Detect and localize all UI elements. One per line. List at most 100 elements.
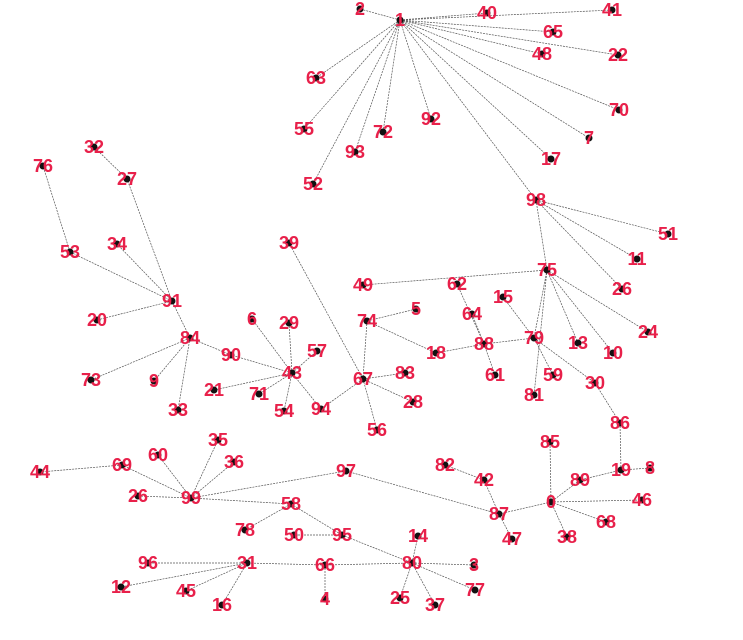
node-dot [359, 375, 367, 383]
node-53: 53 [60, 242, 80, 262]
node-dot [431, 601, 439, 609]
node-63: 63 [306, 68, 326, 88]
node-dot [66, 248, 74, 256]
node-label: 64 [462, 304, 482, 324]
node-label: 34 [107, 234, 127, 254]
node-28: 28 [403, 392, 423, 412]
edge-1-7 [399, 19, 590, 139]
edge-88-64 [471, 313, 485, 345]
node-label: 96 [138, 553, 158, 573]
node-89: 89 [570, 470, 590, 490]
edge-99-35 [190, 439, 219, 499]
edge-1-63 [315, 19, 401, 79]
node-label: 14 [408, 526, 428, 546]
edge-99-69 [121, 464, 192, 499]
node-dot [609, 349, 617, 357]
node-dot [93, 316, 101, 324]
node-dot [90, 143, 98, 151]
node-dot [243, 559, 251, 567]
node-label: 30 [585, 373, 605, 393]
edge-43-90 [230, 354, 293, 374]
edge-74-18 [366, 320, 437, 354]
node-label: 70 [609, 100, 629, 120]
edge-91-20 [96, 300, 173, 321]
node-dot [470, 561, 478, 569]
node-57: 57 [307, 341, 327, 361]
node-61: 61 [485, 365, 505, 385]
node-69: 69 [112, 455, 132, 475]
node-dot [342, 467, 350, 475]
edge-86-19 [619, 422, 622, 471]
edge-75-10 [546, 269, 614, 354]
node-7: 7 [584, 128, 594, 148]
node-56: 56 [367, 420, 387, 440]
node-dot [617, 466, 625, 474]
node-label: 56 [367, 420, 387, 440]
node-49: 49 [353, 275, 373, 295]
node-label: 84 [180, 328, 200, 348]
edge-43-94 [291, 372, 322, 410]
edge-75-49 [362, 269, 548, 286]
node-15: 15 [493, 287, 513, 307]
edge-95-80 [341, 534, 413, 564]
node-dot [602, 518, 610, 526]
edge-43-21 [213, 372, 293, 391]
node-label: 48 [532, 44, 552, 64]
node-93: 93 [345, 142, 365, 162]
edge-79-15 [502, 296, 535, 339]
edge-43-29 [288, 322, 293, 374]
edge-31-45 [185, 562, 248, 592]
edge-75-13 [546, 269, 579, 344]
node-dot [144, 559, 152, 567]
node-dot [644, 328, 652, 336]
edge-43-54 [283, 372, 293, 412]
node-dot [408, 559, 416, 567]
node-43: 43 [282, 363, 302, 383]
node-label: 68 [596, 512, 616, 532]
node-dot [317, 405, 325, 413]
node-label: 15 [493, 287, 513, 307]
edge-43-57 [291, 350, 318, 374]
node-91: 91 [162, 291, 182, 311]
node-54: 54 [274, 401, 294, 421]
edge-75-24 [546, 269, 649, 333]
node-label: 58 [281, 494, 301, 514]
node-67: 67 [353, 369, 373, 389]
edge-80-14 [411, 535, 419, 564]
node-label: 35 [208, 430, 228, 450]
edge-1-48 [399, 19, 543, 55]
node-label: 47 [502, 529, 522, 549]
node-label: 7 [584, 128, 594, 148]
node-label: 62 [447, 274, 467, 294]
node-40: 40 [477, 3, 497, 23]
node-10: 10 [603, 343, 623, 363]
node-dot [499, 293, 507, 301]
node-label: 31 [237, 553, 257, 573]
node-85: 85 [540, 432, 560, 452]
edge-87-42 [483, 479, 500, 515]
node-dot [287, 500, 295, 508]
node-label: 76 [33, 156, 53, 176]
edge-67-94 [320, 378, 364, 410]
node-18: 18 [426, 343, 446, 363]
node-3: 3 [469, 555, 479, 575]
node-60: 60 [148, 445, 168, 465]
node-dot [123, 175, 131, 183]
edge-74-5 [366, 308, 417, 322]
node-11: 11 [627, 249, 646, 269]
node-70: 70 [609, 100, 629, 120]
node-38: 38 [557, 527, 577, 547]
node-84: 84 [180, 328, 200, 348]
node-label: 27 [117, 169, 137, 189]
node-5: 5 [411, 299, 421, 319]
edge-1-98 [399, 19, 537, 201]
node-label: 59 [543, 365, 563, 385]
node-label: 16 [212, 595, 232, 615]
node-dot [187, 494, 195, 502]
node-dot [290, 531, 298, 539]
node-dot [39, 162, 47, 170]
edge-19-8 [620, 467, 651, 471]
node-dot [186, 334, 194, 342]
node-9: 9 [149, 371, 159, 391]
node-dot [363, 317, 371, 325]
